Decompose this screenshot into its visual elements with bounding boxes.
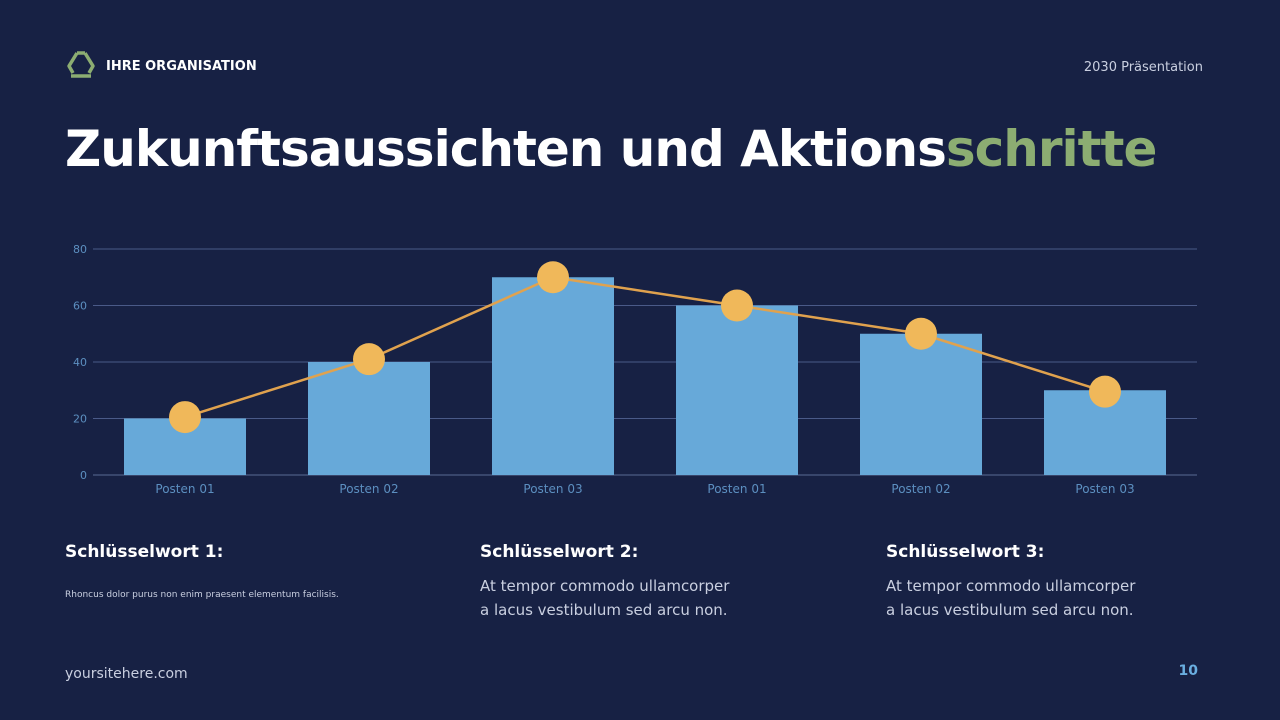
y-tick-label: 0 <box>80 469 87 482</box>
page-title: Zukunftsaussichten und Aktionsschritte <box>65 120 1158 178</box>
title-main: Zukunftsaussichten und Aktions <box>65 120 947 178</box>
line-point <box>1089 375 1121 408</box>
bar <box>860 333 982 475</box>
bar <box>676 305 798 475</box>
presentation-label: 2030 Präsentation <box>1083 60 1203 75</box>
series-line <box>184 275 1106 419</box>
x-tick-label: Posten 03 <box>1075 482 1134 496</box>
y-tick-label: 60 <box>73 300 87 313</box>
line-point <box>353 343 385 376</box>
y-tick-label: 20 <box>73 413 87 426</box>
keyword-3-title: Schlüsselwort 3: <box>886 542 1045 562</box>
bar <box>492 277 614 475</box>
x-tick-label: Posten 01 <box>155 482 214 496</box>
keyword-2-title: Schlüsselwort 2: <box>480 542 639 562</box>
keyword-2-line: At tempor commodo ullamcorper <box>480 577 730 595</box>
x-tick-label: Posten 02 <box>891 482 950 496</box>
x-tick-label: Posten 01 <box>707 482 766 496</box>
line-point <box>537 261 569 294</box>
title-accent: schritte <box>945 120 1158 178</box>
line-point <box>169 401 201 434</box>
website-link[interactable]: yoursitehere.com <box>65 666 188 682</box>
x-tick-label: Posten 02 <box>339 482 398 496</box>
keyword-3-line: a lacus vestibulum sed arcu non. <box>886 601 1134 619</box>
keyword-3-text: At tempor commodo ullamcorper a lacus ve… <box>886 574 1135 622</box>
y-tick-label: 80 <box>73 243 87 256</box>
keyword-1-text: Rhoncus dolor purus non enim praesent el… <box>65 590 339 600</box>
recycle-icon <box>67 51 95 78</box>
bar <box>308 362 430 475</box>
line-point <box>905 317 937 350</box>
x-tick-label: Posten 03 <box>523 482 582 496</box>
combo-chart: 0 20 40 60 80 Posten 01 Posten 02 Posten 03 Post… <box>73 243 1197 496</box>
keyword-3-line: At tempor commodo ullamcorper <box>886 577 1136 595</box>
line-point <box>721 289 753 322</box>
keyword-2-line: a lacus vestibulum sed arcu non. <box>480 601 728 619</box>
keyword-1-title: Schlüsselwort 1: <box>65 542 224 562</box>
organization-name: IHRE ORGANISATION <box>106 59 257 74</box>
keyword-2-text: At tempor commodo ullamcorper a lacus ve… <box>480 574 729 622</box>
y-tick-label: 40 <box>73 356 87 369</box>
page-number: 10 <box>1178 663 1198 679</box>
